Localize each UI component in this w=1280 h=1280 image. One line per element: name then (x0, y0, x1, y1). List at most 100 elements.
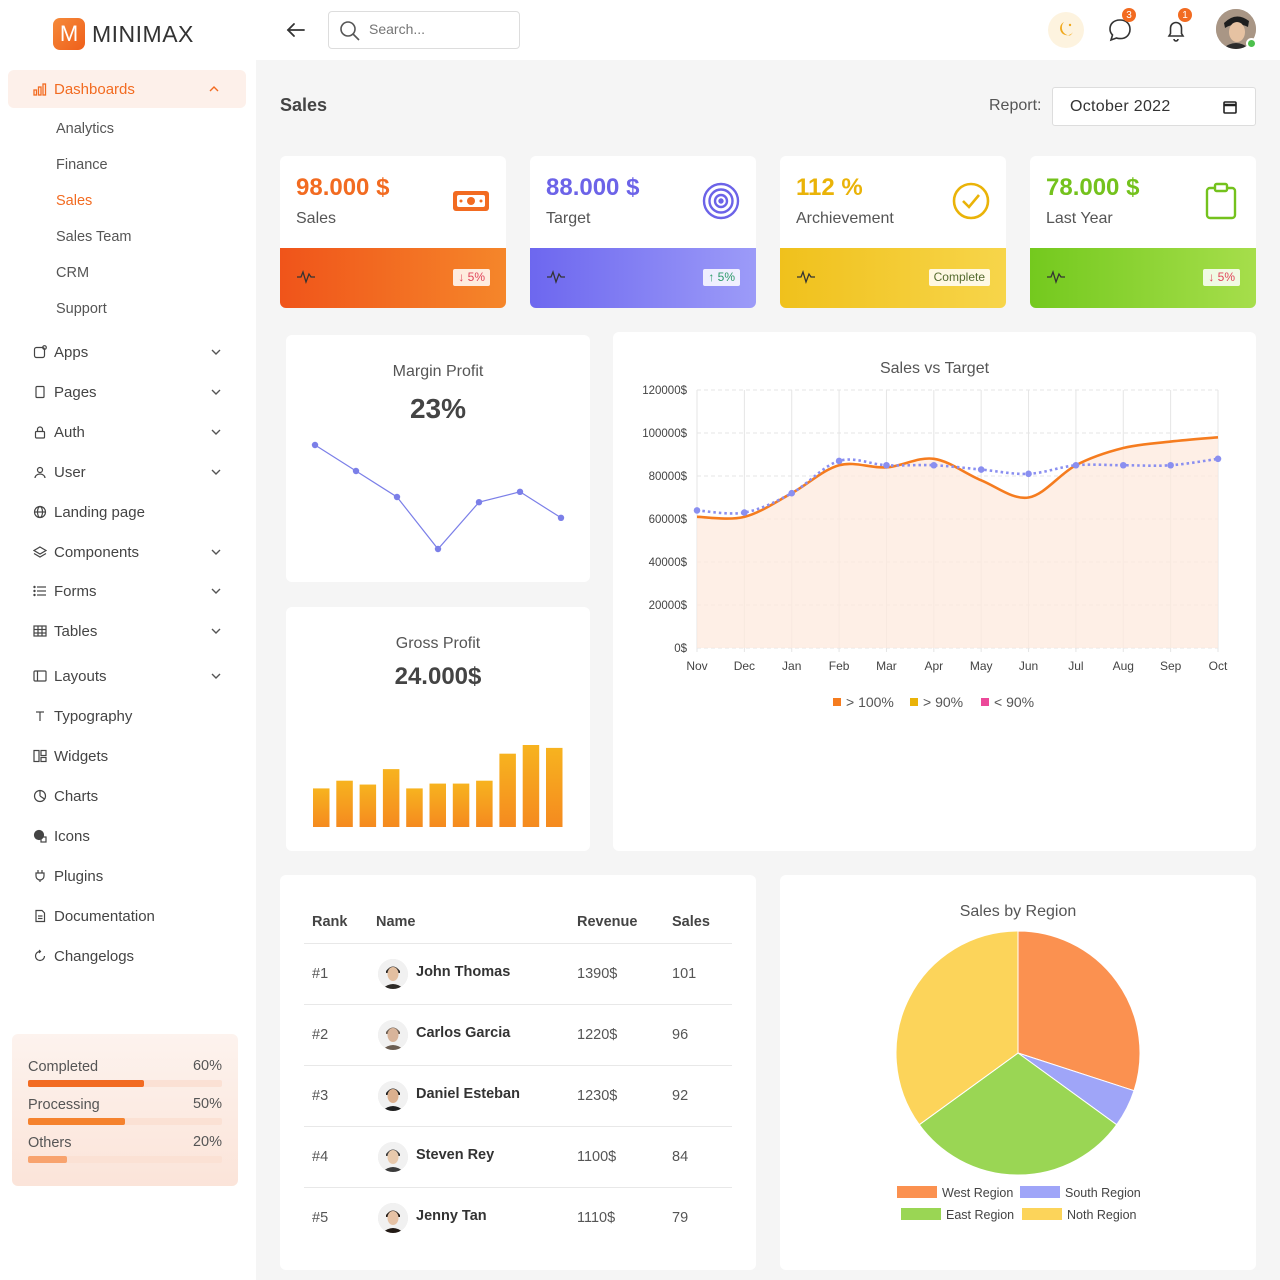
gross-profit-bar (406, 788, 423, 827)
sidebar-item-forms[interactable]: Forms (32, 580, 222, 602)
sales-vs-target-chart: 0$ 20000$ 40000$ 60000$ 80000$ 100000$ 120000$… (642, 385, 1228, 710)
arrow-left-icon[interactable] (284, 18, 308, 42)
table-row[interactable]: #1 John Thomas 1390$ 101 (304, 943, 732, 1004)
document-icon (32, 908, 48, 924)
target-point (1072, 461, 1080, 469)
sales-by-region-title: Sales by Region (959, 903, 1077, 920)
stat-label: Sales (296, 210, 337, 227)
sidebar-subitem-finance[interactable]: Finance (56, 157, 108, 173)
sales-area (697, 437, 1218, 648)
gross-profit-bar (476, 780, 493, 827)
progress-label: Completed (28, 1059, 99, 1075)
app-logo[interactable]: M MINIMAX (53, 18, 194, 50)
sidebar-item-label: Forms (54, 582, 97, 600)
seller-name: Carlos Garcia (416, 1025, 511, 1041)
seller-name: Daniel Esteban (416, 1086, 520, 1102)
sidebar-item-label: User (54, 463, 86, 481)
sidebar-item-apps[interactable]: Apps (32, 341, 222, 363)
x-tick-label: Jun (1019, 659, 1038, 673)
dark-mode-toggle[interactable] (1048, 12, 1084, 48)
table-row[interactable]: #5 Jenny Tan 1110$ 79 (304, 1187, 732, 1248)
sidebar-item-components[interactable]: Components (32, 541, 222, 563)
stat-value: 88.000 $ (546, 174, 640, 201)
sidebar-item-charts[interactable]: Charts (32, 785, 222, 807)
sidebar-item-icons[interactable]: Icons (32, 825, 222, 847)
sidebar-item-widgets[interactable]: Widgets (32, 745, 222, 767)
sidebar-item-label: Plugins (54, 867, 104, 885)
online-status-dot (1246, 38, 1257, 49)
list-icon (32, 583, 48, 599)
gross-profit-bar (546, 747, 563, 827)
stat-card-last-year: 78.000 $ Last Year ↓ 5% (1030, 156, 1256, 308)
pie-slice-noth-region (895, 930, 1019, 1126)
stat-change-chip: Complete (928, 269, 990, 286)
y-tick-label: 20000$ (649, 600, 688, 612)
gross-profit-bar (522, 745, 540, 827)
table-row[interactable]: #4 Steven Rey 1100$ 84 (304, 1126, 732, 1187)
chevron-down-icon (211, 588, 221, 594)
stat-band: ↓ 5% (280, 248, 506, 308)
progress-row-completed: Completed 60% (28, 1058, 222, 1087)
seller-avatar (378, 1203, 408, 1233)
stat-value: 98.000 $ (296, 174, 390, 201)
stat-band: Complete (780, 248, 1006, 308)
sidebar-item-changelogs[interactable]: Changelogs (32, 945, 222, 967)
sales-by-region-card: Sales by Region West Region South Region E… (780, 875, 1256, 1270)
messages-button[interactable]: 3 (1102, 8, 1138, 48)
sidebar-item-dashboards[interactable]: Dashboards (8, 70, 246, 108)
margin-profit-point (393, 493, 401, 501)
table-row[interactable]: #2 Carlos Garcia 1220$ 96 (304, 1004, 732, 1065)
legend-label: < 90% (994, 694, 1034, 710)
pie-slice-east-region (918, 1052, 1118, 1176)
sidebar-item-typography[interactable]: Typography (32, 705, 222, 727)
pulse-icon (1047, 270, 1065, 285)
stat-change-chip: ↓ 5% (453, 269, 490, 286)
typography-icon (32, 708, 48, 724)
sidebar-item-pages[interactable]: Pages (32, 381, 222, 403)
table-header-name: Name (376, 914, 416, 930)
progress-fill (28, 1080, 145, 1087)
sidebar-item-documentation[interactable]: Documentation (32, 905, 222, 927)
sidebar-subitem-crm[interactable]: CRM (56, 265, 90, 281)
moon-icon (1060, 22, 1073, 36)
target-point (883, 461, 890, 469)
table-row[interactable]: #3 Daniel Esteban 1230$ 92 (304, 1065, 732, 1126)
sidebar-item-tables[interactable]: Tables (32, 620, 222, 642)
legend-swatch (901, 1208, 941, 1220)
seller-avatar (378, 1020, 408, 1050)
sidebar-item-plugins[interactable]: Plugins (32, 865, 222, 887)
table-header-revenue: Revenue (577, 914, 638, 930)
sidebar-subitem-support[interactable]: Support (56, 301, 107, 317)
sidebar-subitem-sales[interactable]: Sales (56, 193, 93, 209)
margin-profit-point (352, 467, 360, 475)
x-tick-label: Jan (782, 659, 801, 673)
report-month-picker[interactable]: October 2022 (1052, 87, 1256, 126)
target-point (1119, 461, 1127, 469)
apps-icon (32, 344, 48, 360)
sidebar-item-user[interactable]: User (32, 461, 222, 483)
chevron-down-icon (211, 628, 221, 634)
revenue-cell: 1110$ (577, 1210, 616, 1226)
revenue-cell: 1390$ (577, 966, 618, 982)
sidebar-item-layouts[interactable]: Layouts (32, 665, 222, 687)
sales-by-region-chart: West Region South Region East Region Noth R… (895, 930, 1141, 1222)
sidebar-item-landing-page[interactable]: Landing page (32, 501, 222, 523)
gross-profit-bar (382, 769, 400, 827)
calendar-icon (1223, 101, 1237, 114)
sidebar-item-label: Typography (54, 707, 133, 725)
target-point (1025, 470, 1032, 478)
widgets-icon (32, 748, 48, 764)
rank-cell: #5 (312, 1210, 329, 1226)
x-tick-label: Aug (1113, 659, 1134, 673)
legend-label: Noth Region (1067, 1208, 1137, 1222)
target-point (788, 489, 796, 497)
sidebar: M MINIMAX Dashboards Analytics Finance Sal… (0, 0, 256, 1280)
notifications-button[interactable]: 1 (1158, 8, 1194, 48)
seller-avatar (378, 1142, 408, 1172)
search-box[interactable] (328, 11, 520, 49)
sidebar-subitem-analytics[interactable]: Analytics (56, 121, 115, 137)
sidebar-subitem-sales-team[interactable]: Sales Team (56, 229, 132, 245)
pulse-icon (547, 270, 565, 285)
sidebar-item-auth[interactable]: Auth (32, 421, 222, 443)
search-input[interactable] (369, 21, 509, 37)
